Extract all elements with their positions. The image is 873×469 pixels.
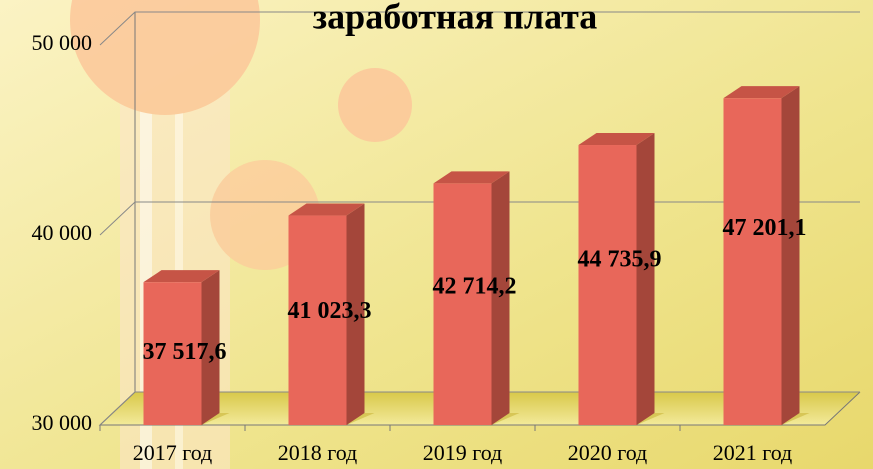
y-tick-label: 50 000 xyxy=(32,30,93,55)
chart-title: заработная плата xyxy=(313,0,598,36)
y-tick-label: 30 000 xyxy=(32,410,93,435)
x-tick-label: 2020 год xyxy=(568,440,648,465)
bar xyxy=(434,183,492,425)
value-label: 37 517,6 xyxy=(143,339,227,365)
x-tick-label: 2018 год xyxy=(278,440,358,465)
x-tick-label: 2017 год xyxy=(133,440,213,465)
value-label: 47 201,1 xyxy=(723,215,807,241)
value-label: 42 714,2 xyxy=(433,274,517,300)
y-tick-label: 40 000 xyxy=(32,220,93,245)
value-label: 44 735,9 xyxy=(578,247,662,273)
bar xyxy=(724,98,782,425)
bar-side xyxy=(637,133,655,425)
bar-side xyxy=(782,86,800,425)
x-tick-label: 2019 год xyxy=(423,440,503,465)
x-tick-label: 2021 год xyxy=(713,440,793,465)
value-label: 41 023,3 xyxy=(288,298,372,324)
chart: 30 000 40 000 50 000 2017 год 37 517,6 2018 г… xyxy=(0,0,873,469)
bar xyxy=(579,145,637,425)
